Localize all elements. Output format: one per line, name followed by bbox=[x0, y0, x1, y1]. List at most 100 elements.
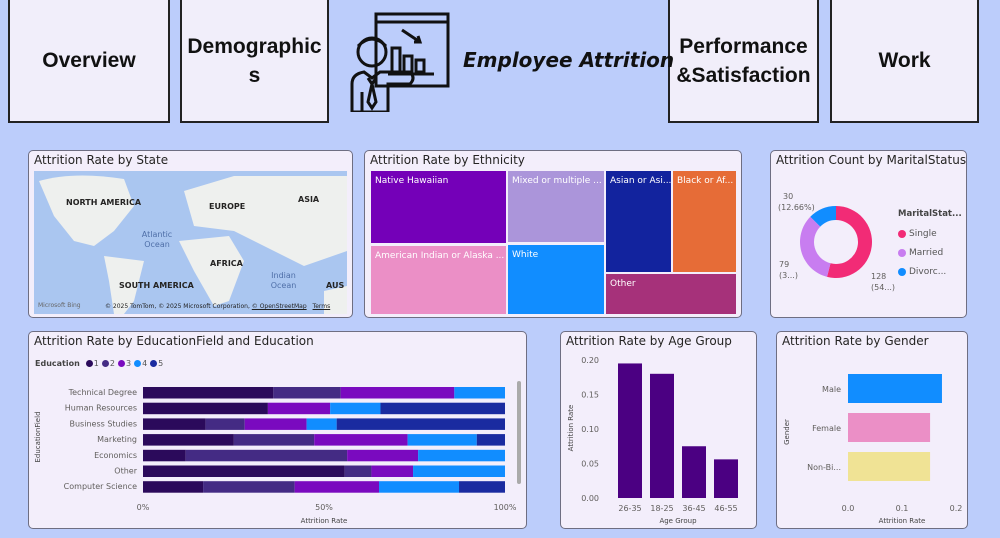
legend-dot bbox=[150, 360, 158, 367]
bar[interactable] bbox=[848, 452, 931, 481]
legend-dot bbox=[85, 360, 93, 367]
x-tick: 26-35 bbox=[618, 504, 641, 513]
y-tick: 0.00 bbox=[581, 494, 599, 503]
panel-title: Attrition Rate by State bbox=[34, 153, 169, 167]
nav-performance-button[interactable]: Performance &Satisfaction bbox=[668, 0, 819, 123]
legend-item[interactable]: 3 bbox=[117, 359, 131, 368]
bar-segment[interactable] bbox=[371, 465, 414, 478]
legend-item[interactable]: 2 bbox=[101, 359, 115, 368]
bar[interactable] bbox=[848, 374, 942, 403]
treemap-tile[interactable]: White bbox=[507, 244, 605, 315]
bar-segment[interactable] bbox=[418, 449, 505, 462]
map-label: AFRICA bbox=[210, 259, 243, 268]
treemap-tile[interactable]: Black or Af... bbox=[672, 170, 737, 273]
treemap-tile[interactable]: Other bbox=[605, 273, 737, 315]
category-label: Economics bbox=[94, 451, 137, 460]
treemap-tile[interactable]: American Indian or Alaska ... bbox=[370, 245, 507, 315]
data-label: 128 bbox=[871, 272, 886, 281]
ocean-label: Atlantic Ocean bbox=[141, 230, 173, 249]
treemap-tile[interactable]: Mixed or multiple ... bbox=[507, 170, 605, 243]
legend-item[interactable]: Married bbox=[898, 243, 946, 262]
donut-slice[interactable] bbox=[827, 206, 872, 278]
terms-link[interactable]: Terms bbox=[312, 303, 331, 310]
y-axis-label: Attrition Rate bbox=[567, 405, 575, 452]
education-panel: Attrition Rate by EducationField and Edu… bbox=[28, 331, 527, 529]
legend-label: Married bbox=[909, 247, 944, 258]
legend-item[interactable]: Divorc... bbox=[898, 262, 946, 281]
nav-overview-button[interactable]: Overview bbox=[8, 0, 170, 123]
y-tick: 0.10 bbox=[581, 425, 599, 434]
bar-segment[interactable] bbox=[454, 387, 505, 399]
bar-segment[interactable] bbox=[380, 402, 505, 415]
x-tick: 0.1 bbox=[896, 504, 909, 513]
bar[interactable] bbox=[848, 413, 931, 442]
bar-segment[interactable] bbox=[306, 418, 337, 430]
bar-segment[interactable] bbox=[476, 434, 505, 446]
map-land bbox=[39, 175, 347, 314]
bar-segment[interactable] bbox=[143, 465, 345, 478]
legend-item[interactable]: Single bbox=[898, 224, 946, 243]
y-axis-label: EducationField bbox=[34, 411, 42, 462]
treemap-tile[interactable]: Native Hawaiian bbox=[370, 170, 507, 244]
legend-title: Education bbox=[35, 359, 80, 368]
map-copyright: © 2025 TomTom, © 2025 Microsoft Corporat… bbox=[105, 303, 330, 311]
bar-segment[interactable] bbox=[294, 481, 380, 493]
donut-slice[interactable] bbox=[810, 206, 836, 227]
x-axis-label: Age Group bbox=[659, 517, 697, 525]
map-canvas[interactable]: NORTH AMERICA EUROPE ASIA AFRICA SOUTH A… bbox=[34, 171, 347, 314]
bar-segment[interactable] bbox=[336, 418, 505, 430]
donut-slice[interactable] bbox=[800, 216, 831, 277]
bar-segment[interactable] bbox=[347, 449, 419, 462]
treemap-tile[interactable]: Asian or Asi... bbox=[605, 170, 672, 273]
nav-label: Demographics bbox=[187, 34, 322, 87]
nav-label: Work bbox=[878, 49, 931, 72]
nav-work-button[interactable]: Work bbox=[830, 0, 979, 123]
bar-segment[interactable] bbox=[407, 434, 477, 446]
bar-segment[interactable] bbox=[143, 402, 268, 415]
legend-dot bbox=[898, 229, 906, 238]
bar-segment[interactable] bbox=[273, 387, 341, 399]
bing-logo: Microsoft Bing bbox=[38, 302, 81, 309]
osm-link[interactable]: © OpenStreetMap bbox=[251, 303, 307, 310]
data-label-pct: (3...) bbox=[779, 271, 798, 280]
legend-label: Divorc... bbox=[909, 266, 947, 277]
bar-segment[interactable] bbox=[185, 449, 348, 462]
x-tick: 0.0 bbox=[842, 504, 855, 513]
bar-segment[interactable] bbox=[205, 418, 245, 430]
panel-title: Attrition Rate by Gender bbox=[782, 334, 929, 348]
bar[interactable] bbox=[714, 459, 738, 498]
scrollbar[interactable] bbox=[517, 381, 521, 484]
bar-segment[interactable] bbox=[143, 434, 234, 446]
bar-segment[interactable] bbox=[203, 481, 295, 493]
bar-segment[interactable] bbox=[244, 418, 307, 430]
nav-demographics-button[interactable]: Demographics bbox=[180, 0, 329, 123]
bar-segment[interactable] bbox=[143, 418, 206, 430]
bar-segment[interactable] bbox=[314, 434, 408, 446]
bar-segment[interactable] bbox=[233, 434, 315, 446]
legend-dot bbox=[117, 360, 125, 367]
x-tick: 18-25 bbox=[650, 504, 673, 513]
legend-item[interactable]: 5 bbox=[150, 359, 163, 368]
bar-segment[interactable] bbox=[344, 465, 372, 478]
bar[interactable] bbox=[650, 373, 674, 498]
bar[interactable] bbox=[682, 446, 706, 498]
legend-item[interactable]: 1 bbox=[85, 359, 99, 368]
bar-segment[interactable] bbox=[330, 402, 381, 415]
bar-segment[interactable] bbox=[267, 402, 331, 415]
bar-segment[interactable] bbox=[340, 387, 455, 399]
bar-segment[interactable] bbox=[459, 481, 505, 493]
bar-segment[interactable] bbox=[143, 481, 204, 493]
presenter-chart-icon bbox=[350, 12, 450, 112]
legend-item[interactable]: 4 bbox=[134, 359, 147, 368]
category-label: Male bbox=[822, 385, 841, 394]
bar-segment[interactable] bbox=[143, 449, 186, 462]
bar-segment[interactable] bbox=[379, 481, 460, 493]
panel-title: Attrition Rate by EducationField and Edu… bbox=[34, 334, 314, 348]
x-tick: 0.2 bbox=[950, 504, 963, 513]
y-tick: 0.20 bbox=[581, 356, 599, 365]
bar[interactable] bbox=[618, 363, 642, 498]
dashboard-title: Employee Attrition bbox=[463, 48, 675, 72]
bar-segment[interactable] bbox=[413, 465, 505, 478]
panel-title: Attrition Rate by Ethnicity bbox=[370, 153, 525, 167]
bar-segment[interactable] bbox=[143, 387, 274, 399]
